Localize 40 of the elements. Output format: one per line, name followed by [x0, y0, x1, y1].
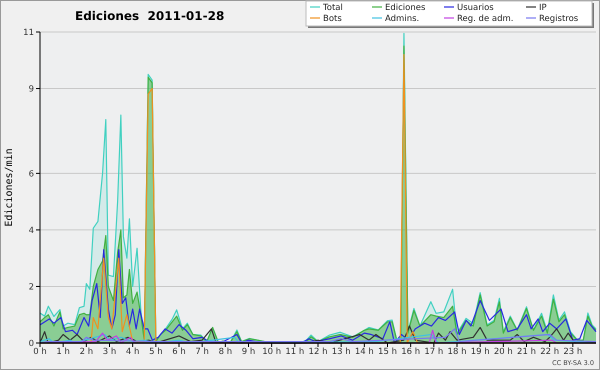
legend-label: Registros: [539, 14, 579, 24]
x-tick-label: 4 h: [126, 347, 140, 357]
y-tick-label: 11: [23, 28, 34, 38]
x-tick-label: 13 h: [332, 347, 351, 357]
x-tick-label: 17 h: [424, 347, 444, 357]
x-tick-label: 19 h: [470, 347, 490, 357]
x-tick-label: 9 h: [242, 347, 256, 357]
y-tick-label: 9: [28, 84, 34, 95]
x-tick-label: 2 h: [80, 347, 94, 357]
chart-title: Ediciones 2011-01-28: [75, 9, 224, 23]
legend-label: IP: [539, 3, 547, 13]
x-tick-label: 18 h: [448, 347, 466, 357]
y-axis-title: Ediciones/min: [4, 148, 15, 227]
legend-label: Usuarios: [457, 3, 494, 13]
y-tick-label: 4: [28, 226, 34, 236]
x-tick-label: 22 h: [540, 347, 560, 357]
x-tick-label: 6 h: [172, 347, 186, 357]
x-tick-label: 21 h: [517, 347, 536, 357]
y-tick-label: 6: [28, 169, 34, 180]
legend-label: Total: [322, 3, 343, 13]
x-tick-label: 14 h: [354, 347, 374, 357]
x-tick-label: 20 h: [494, 347, 513, 357]
x-tick-label: 5 h: [149, 347, 163, 357]
x-tick-label: 8 h: [218, 347, 232, 357]
x-tick-label: 15 h: [378, 347, 397, 357]
x-tick-label: 0 h: [33, 347, 47, 357]
x-tick-label: 16 h: [401, 347, 420, 357]
x-tick-label: 11 h: [285, 347, 304, 357]
y-tick-label: 2: [28, 282, 34, 292]
legend-label: Admins.: [385, 14, 420, 24]
x-tick-label: 12 h: [308, 347, 328, 357]
legend-label: Reg. de adm.: [457, 14, 514, 24]
x-tick-label: 3 h: [102, 347, 116, 357]
legend-label: Ediciones: [385, 3, 426, 13]
y-tick-label: 0: [28, 339, 34, 349]
x-tick-label: 7 h: [195, 347, 209, 357]
x-tick-label: 1 h: [56, 347, 70, 357]
x-tick-label: 10 h: [262, 347, 282, 357]
legend-label: Bots: [323, 14, 342, 24]
x-tick-label: 23 h: [563, 347, 582, 357]
